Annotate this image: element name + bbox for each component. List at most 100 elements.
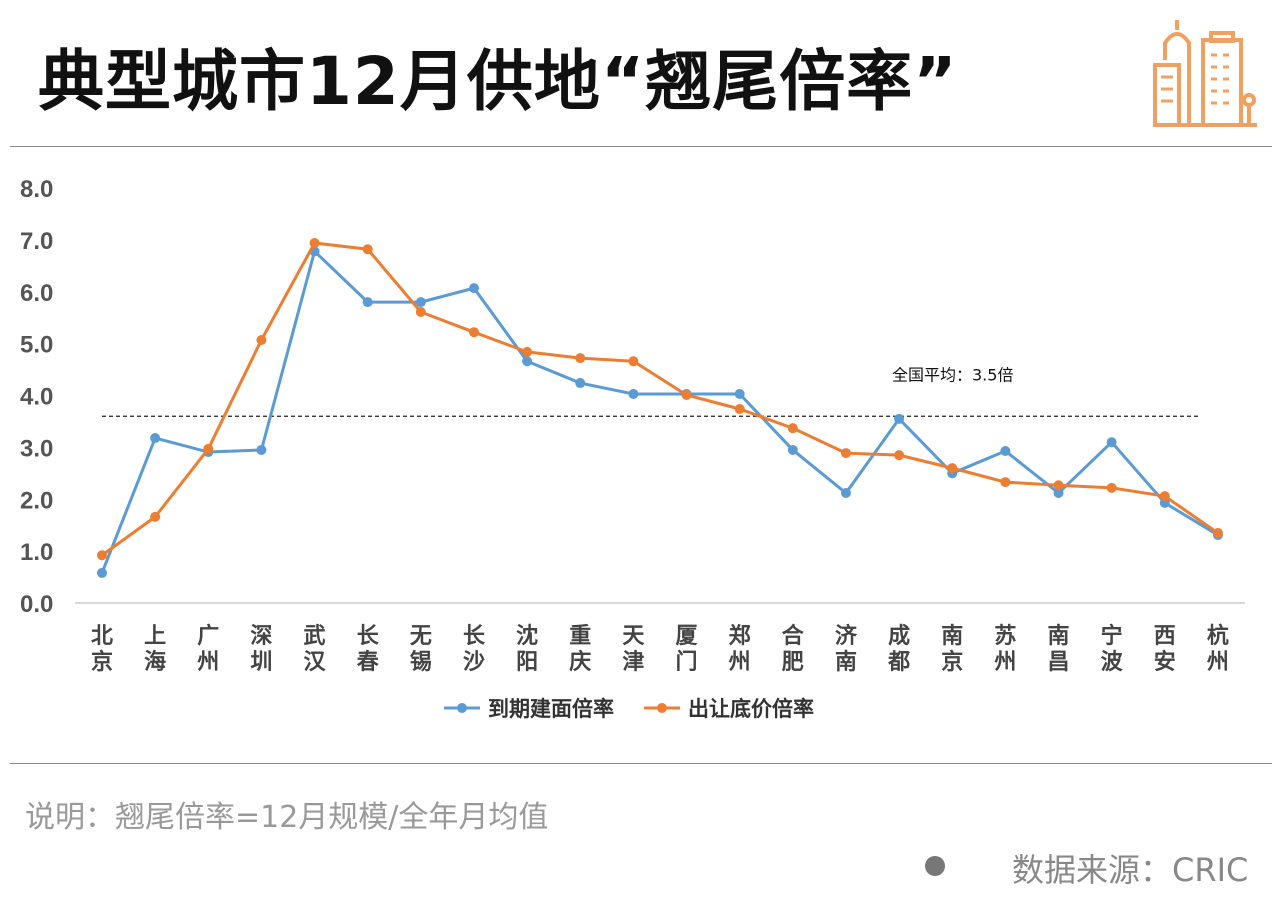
header-divider xyxy=(10,146,1272,147)
data-point xyxy=(894,413,905,424)
x-tick-label: 天 xyxy=(622,624,645,649)
x-tick-label: 郑 xyxy=(729,624,751,649)
x-tick-label: 济 xyxy=(835,623,858,649)
data-point xyxy=(1000,446,1011,457)
bullet-icon xyxy=(925,856,945,876)
y-tick-label: 8.0 xyxy=(20,176,53,203)
data-point xyxy=(681,389,692,400)
data-point xyxy=(1106,437,1117,448)
data-point xyxy=(734,403,745,414)
x-tick-label: 圳 xyxy=(250,650,272,675)
data-point xyxy=(734,388,745,399)
x-tick-label: 沈 xyxy=(516,624,538,649)
x-tick-label: 无 xyxy=(410,624,432,649)
x-tick-label: 春 xyxy=(357,650,379,675)
data-point xyxy=(256,334,267,345)
x-tick-label: 北 xyxy=(91,624,113,649)
x-tick-label: 门 xyxy=(676,649,698,675)
data-point xyxy=(256,444,267,455)
data-point xyxy=(522,356,533,367)
data-point xyxy=(362,297,373,308)
data-point xyxy=(840,448,851,459)
x-tick-label: 津 xyxy=(622,649,644,675)
data-point xyxy=(894,450,905,461)
x-tick-label: 京 xyxy=(941,649,963,675)
x-tick-label: 海 xyxy=(144,649,166,675)
data-point xyxy=(787,423,798,434)
x-tick-label: 阳 xyxy=(516,650,538,675)
y-tick-label: 6.0 xyxy=(20,280,53,307)
y-tick-label: 3.0 xyxy=(20,435,53,462)
data-point xyxy=(522,346,533,357)
footer-divider xyxy=(10,763,1272,764)
x-tick-label: 京 xyxy=(91,649,113,675)
x-tick-label: 武 xyxy=(304,624,326,649)
x-tick-label: 厦 xyxy=(676,624,698,649)
data-point xyxy=(150,433,161,444)
x-tick-label: 州 xyxy=(197,650,219,675)
x-tick-label: 重 xyxy=(569,624,591,649)
data-point xyxy=(203,443,214,454)
x-tick-label: 肥 xyxy=(782,650,804,675)
data-point xyxy=(1212,527,1223,538)
x-tick-label: 波 xyxy=(1101,650,1124,675)
y-tick-label: 0.0 xyxy=(20,591,53,618)
x-tick-label: 安 xyxy=(1154,649,1176,675)
x-tick-label: 深 xyxy=(250,624,272,649)
data-point xyxy=(415,297,426,308)
data-point xyxy=(97,567,107,578)
data-point xyxy=(787,444,798,455)
page-title: 典型城市12月供地“翘尾倍率” xyxy=(38,43,958,120)
legend-marker xyxy=(457,703,467,713)
data-point xyxy=(628,388,639,399)
data-point xyxy=(1159,491,1170,502)
chart-note: 说明：翘尾倍率=12月规模/全年月均值 xyxy=(25,800,549,835)
data-point xyxy=(362,244,373,255)
data-point xyxy=(1053,488,1064,499)
x-tick-label: 上 xyxy=(144,624,166,649)
x-tick-label: 州 xyxy=(729,650,751,675)
data-source: 数据来源：CRIC xyxy=(1012,851,1249,889)
y-tick-label: 2.0 xyxy=(20,487,53,514)
y-tick-label: 5.0 xyxy=(20,332,53,359)
x-tick-label: 长 xyxy=(357,624,380,649)
legend-marker xyxy=(657,703,667,713)
data-point xyxy=(150,511,161,522)
x-tick-label: 庆 xyxy=(569,649,591,675)
x-tick-label: 沙 xyxy=(463,650,485,675)
x-tick-label: 南 xyxy=(941,624,963,649)
data-point xyxy=(575,378,586,389)
data-point xyxy=(1106,482,1117,493)
data-point xyxy=(628,356,639,367)
x-tick-label: 汉 xyxy=(304,650,327,675)
x-tick-label: 苏 xyxy=(994,623,1016,649)
x-tick-label: 南 xyxy=(1048,624,1070,649)
data-point xyxy=(97,550,107,561)
x-tick-label: 合 xyxy=(782,623,805,649)
data-point xyxy=(840,488,851,499)
x-tick-label: 杭 xyxy=(1207,623,1229,649)
data-point xyxy=(415,306,426,317)
y-tick-label: 1.0 xyxy=(20,539,53,566)
average-label: 全国平均：3.5倍 xyxy=(892,365,1013,384)
x-tick-label: 南 xyxy=(835,650,857,675)
data-point xyxy=(468,283,479,294)
x-tick-label: 广 xyxy=(197,623,219,649)
x-tick-label: 州 xyxy=(1207,650,1229,675)
legend-label: 到期建面倍率 xyxy=(488,697,614,721)
x-tick-label: 成 xyxy=(888,624,910,649)
line-chart: 0.0 1.0 2.0 3.0 4.0 5.0 6.0 7.0 8.0 北京 上海 广州 深圳 武汉 长春 无… xyxy=(20,176,1245,721)
data-point xyxy=(947,463,958,474)
x-tick-label: 宁 xyxy=(1101,623,1123,649)
x-tick-label: 州 xyxy=(994,650,1016,675)
legend-label: 出让底价倍率 xyxy=(688,697,814,721)
data-point xyxy=(1053,480,1064,491)
data-point xyxy=(1000,477,1011,488)
data-point xyxy=(575,353,586,364)
x-tick-label: 长 xyxy=(463,624,486,649)
building-logo-icon xyxy=(1145,15,1261,134)
series-line-1 xyxy=(101,241,1219,557)
x-tick-label: 昌 xyxy=(1048,650,1070,675)
y-tick-label: 4.0 xyxy=(20,384,53,411)
x-tick-label: 锡 xyxy=(410,650,432,675)
